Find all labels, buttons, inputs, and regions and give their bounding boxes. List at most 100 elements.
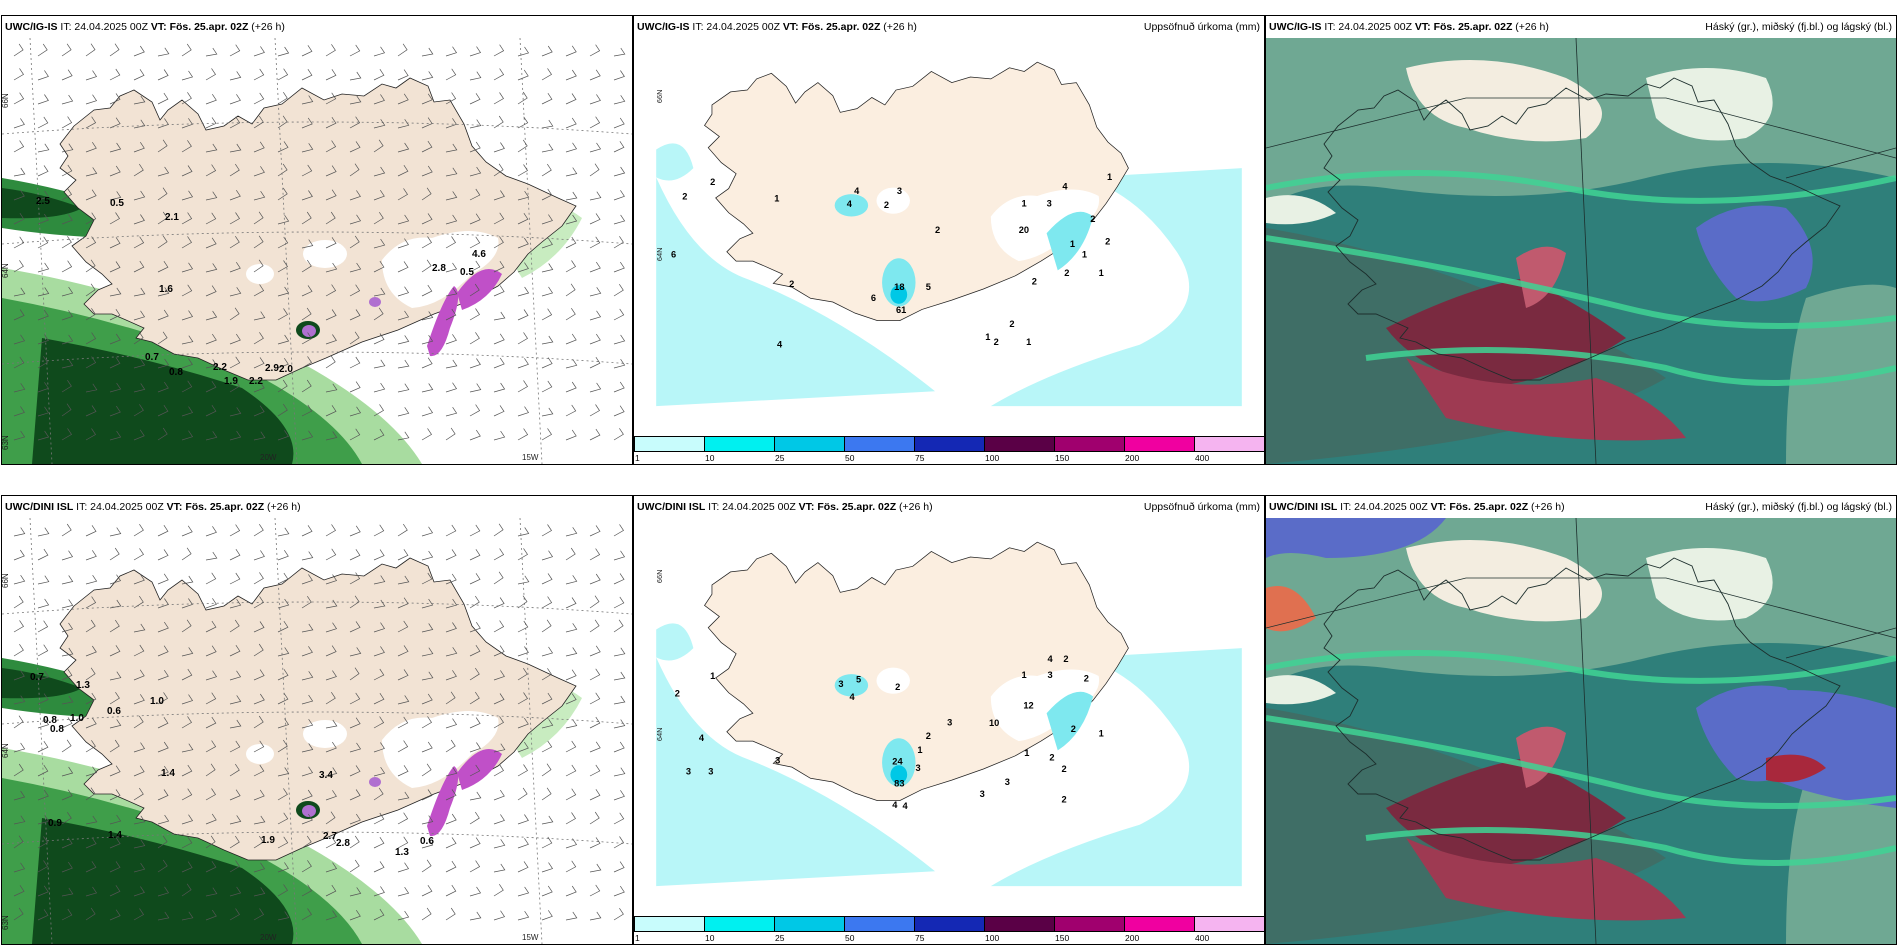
wind-barb (541, 596, 553, 609)
wind-barb (205, 887, 218, 897)
wind-barb (493, 236, 504, 249)
wind-barb (13, 835, 24, 849)
precip-value-label: 3 (708, 767, 713, 777)
wind-barb (13, 287, 26, 297)
lon-label: 20W (260, 933, 277, 942)
wind-barb (205, 598, 217, 609)
wind-barb (517, 46, 530, 57)
wind-barb (229, 670, 242, 681)
wind-barb (61, 669, 73, 681)
wind-barb (301, 379, 312, 393)
legend-tick-label: 200 (1125, 933, 1140, 943)
wind-barb (349, 95, 362, 105)
wind-barb (85, 236, 97, 249)
wind-barb (349, 717, 361, 729)
wind-barb (61, 908, 73, 921)
meridian-line (29, 518, 53, 944)
precip-value-label: 20 (1019, 225, 1029, 235)
wind-barb (397, 836, 409, 849)
legend-swatch (1194, 436, 1264, 452)
wind-barb (85, 740, 96, 753)
wind-barb (613, 117, 625, 129)
precip-value-label: 2.8 (432, 263, 446, 274)
heavy-core (427, 286, 459, 357)
precip-value-label: 1 (1022, 670, 1027, 680)
wind-barb (253, 862, 266, 873)
wind-barb (13, 236, 25, 249)
wind-barb (397, 575, 410, 585)
legend-swatch (704, 436, 775, 452)
wind-barb (157, 405, 169, 417)
precip-value-label: 2 (884, 200, 889, 210)
wind-barb (541, 214, 553, 225)
wind-barb (589, 236, 601, 249)
wind-barb (517, 861, 529, 873)
wind-barb (109, 68, 121, 81)
wind-barb (301, 574, 313, 585)
cloud-area (1266, 586, 1316, 632)
wind-barb (253, 141, 265, 153)
wind-barb (373, 307, 384, 321)
wind-barb (613, 284, 624, 297)
wind-barb (469, 358, 481, 369)
wind-barb (517, 406, 530, 417)
wind-barb (373, 549, 385, 561)
wind-barb (301, 525, 313, 537)
precip-value-label: 2 (895, 682, 900, 692)
wind-barb (61, 310, 73, 321)
wind-barb (349, 116, 361, 129)
wind-barb (253, 887, 266, 897)
wind-barb (541, 68, 552, 81)
precip-value-label: 3.4 (319, 770, 333, 781)
wind-barb (373, 333, 385, 345)
valid-time: VT: Fös. 25.apr. 02Z (1430, 501, 1529, 513)
legend-tick-label: 1 (635, 453, 640, 463)
parallel-line (2, 711, 632, 725)
glacier (876, 187, 910, 214)
cloud-contour (1266, 235, 1896, 329)
wind-barb (85, 525, 97, 537)
wind-barb (565, 911, 578, 921)
wind-barb (565, 283, 576, 297)
wind-barb (85, 717, 97, 729)
precip-value-label: 3 (1048, 670, 1053, 680)
wind-barb (421, 647, 434, 657)
wind-barb (253, 693, 265, 705)
wind-barb (181, 788, 193, 801)
wind-barb (589, 287, 602, 297)
precip-value-label: 10 (989, 718, 999, 728)
wind-barb (229, 815, 242, 825)
wind-barb (469, 404, 481, 417)
wind-barb (157, 427, 168, 441)
wind-barb (325, 262, 338, 273)
precip-value-label: 2 (710, 177, 715, 187)
wind-barb (565, 547, 576, 561)
wind-barb (517, 764, 528, 777)
wind-barb (541, 238, 553, 249)
shade-area (656, 657, 936, 887)
glacier (382, 231, 499, 308)
wind-barb (181, 212, 193, 225)
wind-barb (277, 187, 288, 201)
legend-swatch (1124, 916, 1195, 932)
wind-barb (157, 69, 169, 81)
wind-barb (469, 742, 481, 753)
wind-barb (517, 668, 528, 681)
wind-barb (565, 191, 578, 201)
precip-value-label: 1 (917, 745, 922, 755)
wind-barb (85, 550, 97, 561)
wind-barb (613, 236, 624, 249)
wind-barb (37, 309, 49, 321)
cloud-area (1266, 195, 1336, 225)
wind-barb (541, 885, 553, 897)
wind-barb (277, 163, 288, 177)
shade-area (32, 818, 294, 944)
wind-barb (133, 310, 146, 321)
wind-barb (421, 213, 433, 225)
wind-barb (325, 692, 336, 705)
wind-barb (61, 766, 74, 777)
wind-barb (469, 717, 481, 729)
wind-barb (13, 260, 24, 273)
lat-label: 66N (655, 89, 664, 103)
wind-barb (37, 548, 49, 561)
